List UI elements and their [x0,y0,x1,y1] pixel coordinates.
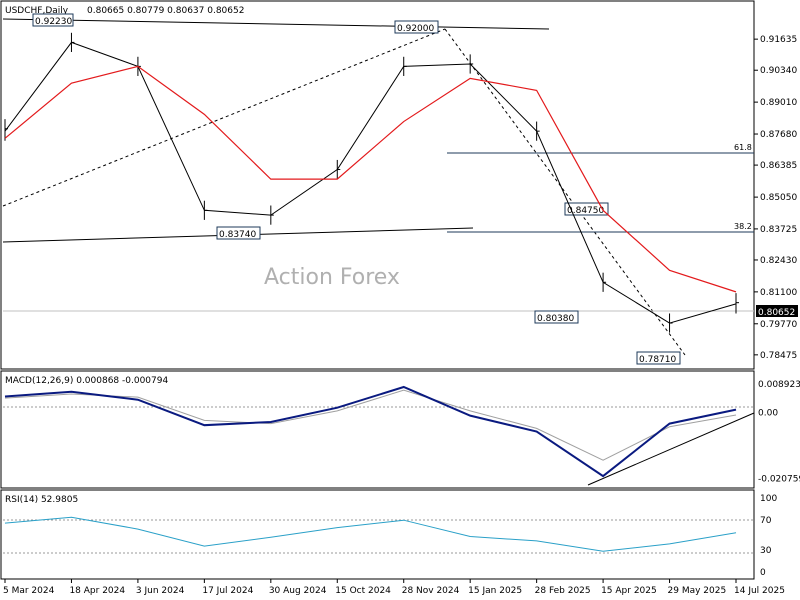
x-tick-label: 15 Apr 2025 [601,586,657,596]
macd-y-axis: 0.008923 0.00 -0.020759 [758,380,800,484]
macd-y-tick-label: -0.020759 [758,475,800,485]
fib-382-label: 38.2 [734,222,752,231]
macd-title: MACD(12,26,9) 0.000868 -0.000794 [5,376,168,386]
ohlc-label: 0.80665 0.80779 0.80637 0.80652 [87,6,244,16]
price-panel-frame [0,0,755,370]
macd-lines [4,385,737,478]
x-tick-label: 15 Jan 2025 [468,586,522,596]
x-tick-label: 30 Aug 2024 [269,586,327,596]
rsi-y-tick-label: 0 [760,568,766,578]
sma-line [4,65,737,293]
rsi-y-tick-label: 100 [760,494,777,504]
annotation-label: 0.80380 [537,314,574,324]
annotation-label: 0.78710 [639,355,676,365]
rsi-panel-frame [0,489,755,580]
moving-average-line [4,65,737,293]
annotation-084750: 0.84750 [564,202,609,216]
rsi-y-tick-label: 30 [760,546,772,556]
annotation-high-092230: 0.92230 [32,13,74,27]
watermark-text: Action Forex [264,265,400,290]
x-tick-label: 18 Apr 2024 [69,586,125,596]
price-y-tick-label: 0.90340 [760,66,797,76]
falling-dashed-trendline [444,28,686,356]
annotation-low-078710: 0.78710 [636,351,681,365]
rsi-path [4,516,737,552]
annotation-low-083740: 0.83740 [216,226,261,240]
price-y-tick-label: 0.78475 [760,351,797,361]
rsi-y-tick-label: 70 [760,516,772,526]
x-tick-label: 15 Oct 2024 [335,586,391,596]
price-y-tick-label: 0.86385 [760,161,797,171]
macd-panel-frame [0,370,755,489]
macd-y-tick-label: 0.008923 [758,380,800,390]
macd-signal-line [4,389,737,461]
x-tick-label: 5 Mar 2024 [3,586,55,596]
price-y-tick-label: 0.89010 [760,98,797,108]
fib-618-label: 61.8 [734,143,752,152]
rsi-line [4,516,737,552]
price-path [4,41,737,324]
price-y-tick-label: 0.82430 [760,256,797,266]
annotation-label: 0.84750 [567,206,604,216]
price-y-tick-label: 0.81100 [760,288,797,298]
current-price-tag: 0.80652 [756,305,798,318]
rsi-y-axis: 100 70 30 0 [760,494,777,578]
price-y-axis: 0.91635 0.90340 0.89010 0.87680 0.86385 0.850… [754,35,797,361]
price-y-tick-label: 0.83725 [760,225,797,235]
macd-y-tick-label: 0.00 [758,408,778,418]
price-y-tick-label: 0.87680 [760,130,797,140]
annotation-label: 0.92230 [35,17,72,27]
x-tick-label: 28 Feb 2025 [535,586,591,596]
annotation-080380: 0.80380 [534,310,579,324]
annotation-label: 0.92000 [397,24,434,34]
price-y-tick-label: 0.91635 [760,35,797,45]
rising-dashed-trendline [2,28,446,207]
current-price-value: 0.80652 [758,308,795,318]
rsi-title: RSI(14) 52.9805 [5,495,78,505]
macd-trendline [587,412,755,486]
price-y-tick-label: 0.79770 [760,320,797,330]
symbol-label: USDCHF,Daily [5,6,69,16]
x-tick-label: 29 May 2025 [668,586,727,596]
macd-main-line [4,385,737,478]
x-tick-label: 3 Jun 2024 [136,586,185,596]
upper-trendline [2,18,550,30]
annotation-label: 0.83740 [219,230,256,240]
annotation-high-092000: 0.92000 [394,20,439,34]
price-y-tick-label: 0.85050 [760,193,797,203]
x-tick-label: 17 Jul 2024 [202,586,253,596]
x-tick-label: 14 Jul 2025 [734,586,785,596]
x-axis: 5 Mar 2024 18 Apr 2024 3 Jun 2024 17 Jul 20… [3,579,785,596]
x-tick-label: 28 Nov 2024 [402,586,460,596]
